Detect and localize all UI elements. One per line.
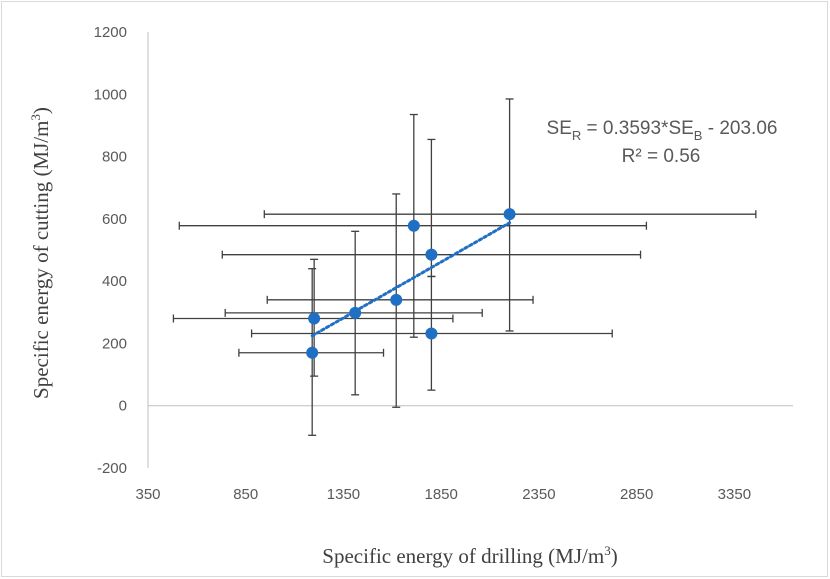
x-tick-label-2: 1350 — [327, 486, 360, 503]
data-point-1 — [308, 312, 321, 325]
data-point-4 — [407, 219, 420, 232]
x-tick-label-4: 2350 — [522, 486, 555, 503]
y-axis-title: Specific energy of cutting (MJ/m3) — [28, 107, 53, 399]
x-tick-label-0: 350 — [135, 486, 160, 503]
x-tick-labels: 350 850 1350 1850 2350 2850 3350 — [135, 486, 751, 503]
trend-r-squared: R² = 0.56 — [622, 146, 701, 167]
data-points — [306, 208, 516, 359]
x-tick-label-5: 2850 — [620, 486, 653, 503]
data-point-7 — [503, 208, 516, 221]
x-tick-label-3: 1850 — [424, 486, 457, 503]
data-point-3 — [390, 293, 403, 306]
x-tick-label-1: 850 — [233, 486, 258, 503]
y-tick-label-3: 400 — [102, 273, 127, 290]
y-tick-label-1: 0 — [119, 398, 127, 415]
y-tick-label-7: 1200 — [94, 24, 127, 41]
data-point-2 — [349, 306, 362, 319]
y-tick-label-4: 600 — [102, 211, 127, 228]
data-point-5 — [425, 248, 438, 261]
x-axis-title: Specific energy of drilling (MJ/m3) — [322, 543, 617, 568]
y-tick-label-6: 1000 — [94, 86, 127, 103]
trendline — [310, 221, 512, 338]
data-point-0 — [306, 346, 319, 359]
data-point-6 — [425, 327, 438, 340]
x-tick-label-6: 3350 — [718, 486, 751, 503]
y-tick-label-2: 200 — [102, 335, 127, 352]
trend-equation: SER = 0.3593*SEB - 203.06 — [547, 118, 778, 143]
y-tick-label-5: 800 — [102, 149, 127, 166]
y-tick-label-0: -200 — [97, 460, 127, 477]
y-tick-labels: -200 0 200 400 600 800 1000 1200 — [94, 24, 127, 477]
